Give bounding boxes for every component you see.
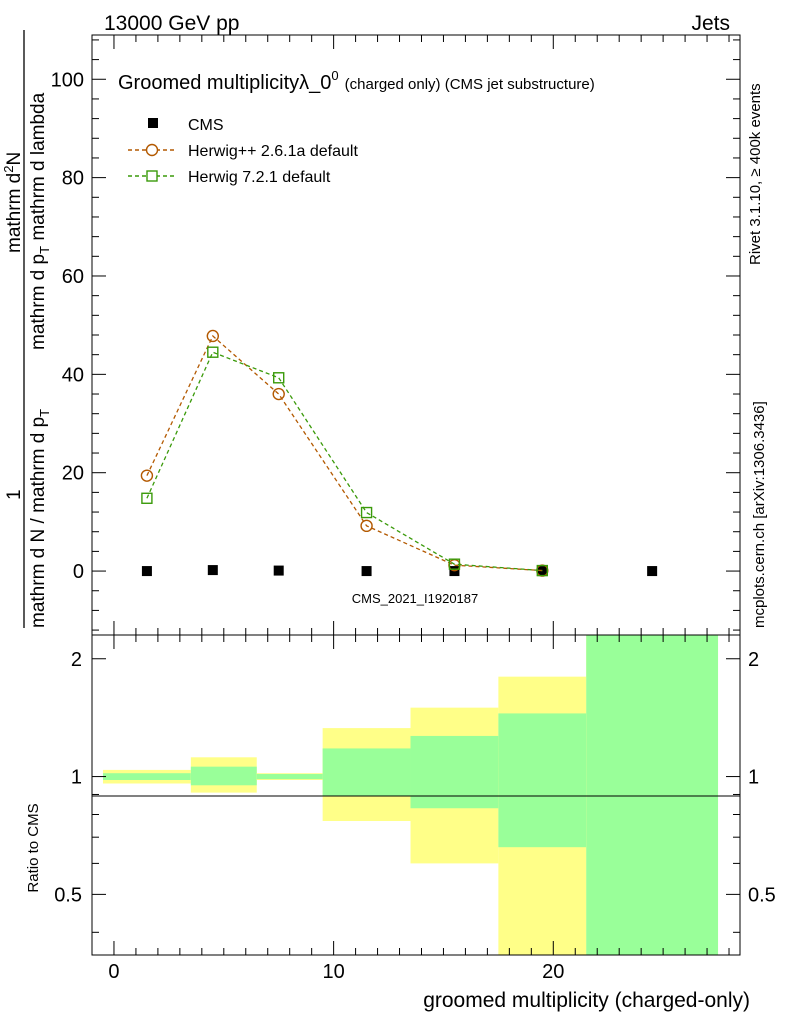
cms-point (537, 566, 548, 577)
legend-herwigpp-marker (145, 143, 159, 157)
herwig7-point (536, 564, 549, 577)
series-line-2 (146, 351, 543, 572)
ratio-band-green-4 (410, 735, 499, 809)
y-tick-label-ratio: 2 (71, 649, 82, 671)
legend-herwigpp-label: Herwig++ 2.6.1a default (188, 143, 358, 160)
analysis-id: CMS_2021_I1920187 (352, 591, 479, 606)
y-tick-label-main: 80 (62, 168, 84, 190)
herwigpp-point (206, 329, 220, 343)
rivet-watermark: Rivet 3.1.10, ≥ 400k events (747, 83, 764, 265)
y-axis-label-ratio: Ratio to CMS (25, 803, 42, 892)
category-label: Jets (691, 12, 730, 35)
herwig7-point (141, 492, 153, 504)
x-tick-label: 10 (323, 961, 345, 983)
ylabel-deriv-num: mathrm d2N (1, 152, 25, 253)
y-tick-label-main: 100 (51, 69, 84, 91)
legend: CMS Herwig++ 2.6.1a default Herwig 7.2.1… (128, 117, 358, 186)
y-tick-label-main: 60 (62, 266, 84, 288)
energy-label: 13000 GeV pp (104, 12, 239, 35)
y-tick-label-ratio-right: 0.5 (748, 884, 776, 906)
ratio-band-green-2 (256, 774, 323, 780)
y-tick-label-ratio: 0.5 (54, 884, 82, 906)
cms-point (273, 565, 284, 576)
ratio-bands (102, 635, 719, 955)
ratio-band-green-6 (586, 635, 719, 955)
ratio-band-green-1 (190, 766, 257, 786)
cms-point (647, 566, 658, 577)
main-series (140, 329, 658, 577)
herwig7-point (360, 506, 373, 519)
series-line-1 (146, 334, 543, 572)
cms-point (361, 566, 372, 577)
cms-point (207, 565, 218, 576)
herwig7-point (207, 346, 219, 358)
legend-herwig7-label: Herwig 7.2.1 default (188, 169, 331, 186)
herwigpp-point (272, 387, 285, 401)
legend-herwig7-marker (146, 170, 158, 182)
x-axis-label: groomed multiplicity (charged-only) (423, 989, 750, 1012)
ratio-band-green-5 (498, 713, 587, 848)
plot-title: Groomed multiplicityλ_00(charged only) (… (118, 68, 595, 94)
y-tick-label-main: 20 (62, 463, 84, 485)
herwigpp-point (140, 469, 154, 482)
ratio-band-green-3 (322, 748, 411, 797)
herwig7-point (448, 558, 461, 570)
y-tick-label-ratio: 1 (71, 767, 82, 789)
y-tick-label-ratio-right: 2 (748, 649, 759, 671)
herwig7-point (273, 372, 285, 384)
y-tick-label-ratio-right: 1 (748, 767, 759, 789)
legend-cms-marker (148, 118, 158, 128)
ylabel-fraction-num: 1 (4, 489, 25, 500)
axis-ticks: 0 10 20 0 20 40 60 80 100 0.5 0.5 1 1 2 2 (51, 35, 776, 983)
y-tick-label-main: 40 (62, 364, 84, 386)
x-tick-label: 20 (542, 961, 564, 983)
y-axis-label-top: 1 mathrm d N / mathrm d pT mathrm d2N ma… (1, 30, 52, 628)
herwigpp-point (360, 519, 373, 533)
y-tick-label-main: 0 (73, 561, 84, 583)
ratio-panel-frame (91, 634, 741, 956)
mcplots-watermark: mcplots.cern.ch [arXiv:1306.3436] (751, 401, 768, 628)
x-tick-label: 0 (108, 961, 119, 983)
cms-point (141, 566, 152, 577)
ylabel-fraction-den: mathrm d N / mathrm d pT (28, 409, 52, 628)
ylabel-deriv-den: mathrm d pT mathrm d lambda (28, 92, 52, 350)
ratio-band-green-0 (102, 773, 191, 780)
legend-cms-label: CMS (188, 117, 224, 134)
